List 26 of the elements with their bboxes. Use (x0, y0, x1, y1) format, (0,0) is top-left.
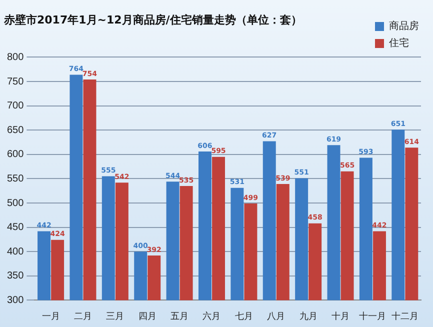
x-tick-label: 五月 (170, 311, 189, 322)
y-tick-label: 750 (6, 76, 24, 88)
x-tick-label: 八月 (267, 311, 286, 322)
x-tick-label: 四月 (138, 311, 156, 322)
y-tick-label: 450 (6, 222, 24, 234)
y-tick-label: 800 (6, 52, 24, 63)
chart-title: 赤壁市2017年1月~12月商品房/住宅销量走势（单位：套） (3, 13, 302, 26)
y-tick-label: 350 (6, 270, 24, 282)
x-tick-label: 七月 (234, 311, 253, 322)
legend-label: 商品房 (389, 20, 419, 33)
x-tick-label: 十月 (332, 311, 350, 322)
y-tick-label: 650 (6, 124, 24, 136)
x-tick-label: 十一月 (359, 311, 386, 322)
y-tick-label: 600 (6, 149, 24, 160)
x-tick-label: 六月 (202, 311, 221, 322)
y-tick-label: 700 (6, 100, 24, 112)
x-tick-label: 三月 (106, 311, 124, 322)
x-tick-label: 一月 (42, 311, 60, 322)
y-tick-label: 550 (6, 173, 24, 184)
y-tick-label: 300 (6, 294, 24, 306)
y-tick-label: 400 (6, 246, 24, 258)
x-tick-label: 二月 (74, 311, 92, 322)
legend-label: 住宅 (389, 36, 409, 50)
x-tick-label: 十二月 (391, 311, 418, 322)
x-tick-label: 九月 (299, 311, 318, 322)
y-tick-label: 500 (6, 198, 24, 209)
